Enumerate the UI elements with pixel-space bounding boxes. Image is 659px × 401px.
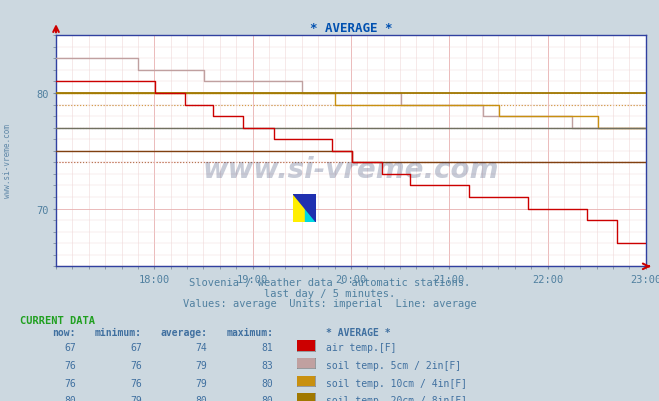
Text: 80: 80 — [262, 395, 273, 401]
Text: 67: 67 — [130, 342, 142, 352]
Text: soil temp. 5cm / 2in[F]: soil temp. 5cm / 2in[F] — [326, 360, 461, 370]
Text: CURRENT DATA: CURRENT DATA — [20, 315, 95, 325]
Text: air temp.[F]: air temp.[F] — [326, 342, 397, 352]
Text: Slovenia / weather data - automatic stations.: Slovenia / weather data - automatic stat… — [189, 277, 470, 288]
Text: www.si-vreme.com: www.si-vreme.com — [3, 124, 13, 197]
Text: maximum:: maximum: — [227, 327, 273, 337]
Text: 76: 76 — [130, 378, 142, 388]
Text: 79: 79 — [196, 378, 208, 388]
Text: now:: now: — [52, 327, 76, 337]
Text: soil temp. 10cm / 4in[F]: soil temp. 10cm / 4in[F] — [326, 378, 467, 388]
Text: 67: 67 — [64, 342, 76, 352]
Text: 79: 79 — [130, 395, 142, 401]
Text: minimum:: minimum: — [95, 327, 142, 337]
Text: 76: 76 — [130, 360, 142, 370]
Text: average:: average: — [161, 327, 208, 337]
Text: 74: 74 — [196, 342, 208, 352]
Bar — [293, 194, 304, 223]
Title: * AVERAGE *: * AVERAGE * — [310, 22, 392, 35]
Text: 81: 81 — [262, 342, 273, 352]
Text: 80: 80 — [64, 395, 76, 401]
Text: 76: 76 — [64, 360, 76, 370]
Text: Values: average  Units: imperial  Line: average: Values: average Units: imperial Line: av… — [183, 298, 476, 308]
Text: 83: 83 — [262, 360, 273, 370]
Text: 80: 80 — [262, 378, 273, 388]
Polygon shape — [293, 194, 316, 223]
Text: 80: 80 — [196, 395, 208, 401]
Bar — [304, 194, 316, 223]
Text: 76: 76 — [64, 378, 76, 388]
Text: www.si-vreme.com: www.si-vreme.com — [203, 156, 499, 184]
Text: * AVERAGE *: * AVERAGE * — [326, 327, 391, 337]
Text: soil temp. 20cm / 8in[F]: soil temp. 20cm / 8in[F] — [326, 395, 467, 401]
Text: 79: 79 — [196, 360, 208, 370]
Text: last day / 5 minutes.: last day / 5 minutes. — [264, 288, 395, 298]
